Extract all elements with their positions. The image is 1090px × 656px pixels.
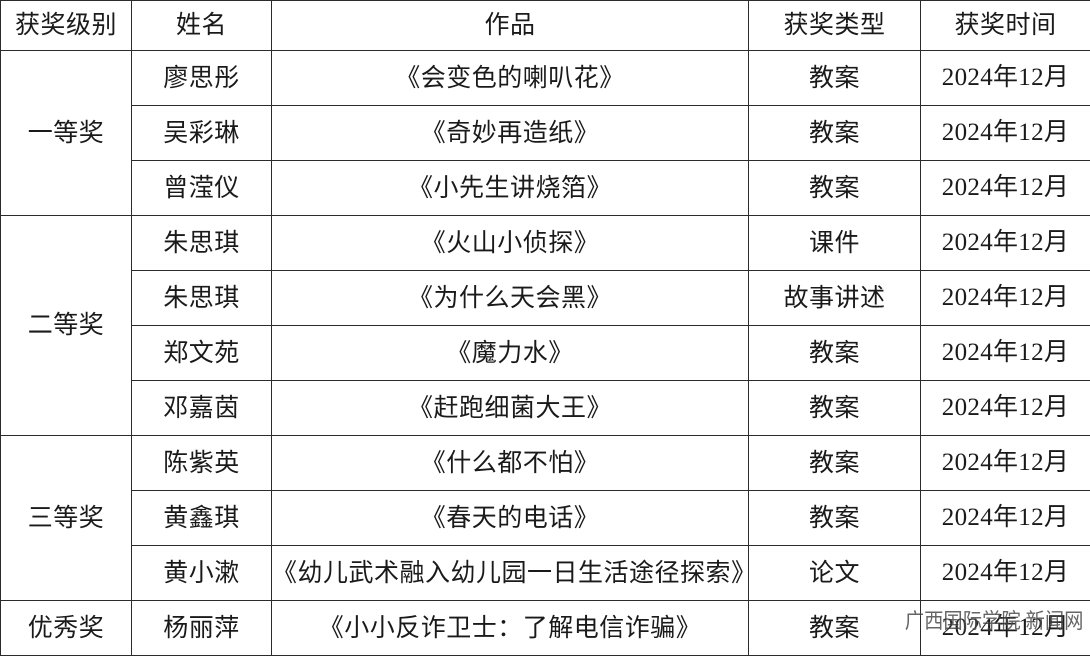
award-type-cell: 课件	[749, 216, 921, 271]
winner-name-cell: 朱思琪	[132, 216, 272, 271]
work-title-cell: 《春天的电话》	[272, 491, 749, 546]
award-type-cell: 教案	[749, 381, 921, 436]
award-level-cell: 二等奖	[1, 216, 132, 436]
award-level-cell: 三等奖	[1, 436, 132, 601]
work-title-cell: 《火山小侦探》	[272, 216, 749, 271]
award-date-cell: 2024年12月	[921, 601, 1090, 656]
award-date-cell: 2024年12月	[921, 106, 1090, 161]
award-type-cell: 教案	[749, 436, 921, 491]
work-title-cell: 《赶跑细菌大王》	[272, 381, 749, 436]
award-level-cell: 优秀奖	[1, 601, 132, 656]
award-type-cell: 教案	[749, 51, 921, 106]
table-header: 获奖级别 姓名 作品 获奖类型 获奖时间	[1, 1, 1090, 51]
winner-name-cell: 黄小漱	[132, 546, 272, 601]
award-type-cell: 教案	[749, 491, 921, 546]
column-header-name: 姓名	[132, 1, 272, 51]
work-title-cell: 《小小反诈卫士：了解电信诈骗》	[272, 601, 749, 656]
award-date-cell: 2024年12月	[921, 271, 1090, 326]
work-title-cell: 《幼儿武术融入幼儿园一日生活途径探索》	[272, 546, 749, 601]
award-date-cell: 2024年12月	[921, 161, 1090, 216]
winner-name-cell: 廖思彤	[132, 51, 272, 106]
column-header-work: 作品	[272, 1, 749, 51]
winner-name-cell: 邓嘉茵	[132, 381, 272, 436]
award-type-cell: 教案	[749, 601, 921, 656]
award-date-cell: 2024年12月	[921, 546, 1090, 601]
column-header-level: 获奖级别	[1, 1, 132, 51]
work-title-cell: 《小先生讲烧箔》	[272, 161, 749, 216]
work-title-cell: 《奇妙再造纸》	[272, 106, 749, 161]
work-title-cell: 《魔力水》	[272, 326, 749, 381]
winner-name-cell: 杨丽萍	[132, 601, 272, 656]
winner-name-cell: 朱思琪	[132, 271, 272, 326]
work-title-cell: 《会变色的喇叭花》	[272, 51, 749, 106]
award-type-cell: 教案	[749, 106, 921, 161]
award-type-cell: 故事讲述	[749, 271, 921, 326]
award-date-cell: 2024年12月	[921, 326, 1090, 381]
award-date-cell: 2024年12月	[921, 51, 1090, 106]
award-date-cell: 2024年12月	[921, 216, 1090, 271]
award-type-cell: 教案	[749, 161, 921, 216]
award-date-cell: 2024年12月	[921, 381, 1090, 436]
award-level-cell: 一等奖	[1, 51, 132, 216]
winner-name-cell: 郑文苑	[132, 326, 272, 381]
work-title-cell: 《为什么天会黑》	[272, 271, 749, 326]
column-header-date: 获奖时间	[921, 1, 1090, 51]
winner-name-cell: 曾滢仪	[132, 161, 272, 216]
work-title-cell: 《什么都不怕》	[272, 436, 749, 491]
winner-name-cell: 黄鑫琪	[132, 491, 272, 546]
winner-name-cell: 吴彩琳	[132, 106, 272, 161]
table-header-row: 获奖级别 姓名 作品 获奖类型 获奖时间	[1, 1, 1090, 51]
award-date-cell: 2024年12月	[921, 436, 1090, 491]
award-type-cell: 论文	[749, 546, 921, 601]
winner-name-cell: 陈紫英	[132, 436, 272, 491]
award-type-cell: 教案	[749, 326, 921, 381]
award-date-cell: 2024年12月	[921, 491, 1090, 546]
column-header-type: 获奖类型	[749, 1, 921, 51]
